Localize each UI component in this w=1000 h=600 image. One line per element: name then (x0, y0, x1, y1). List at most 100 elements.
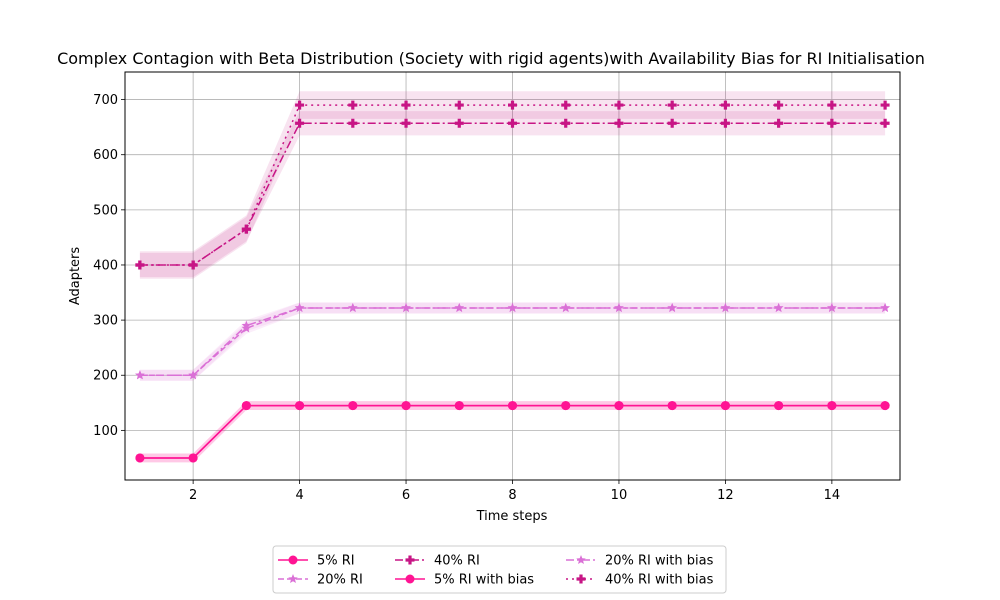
data-point (720, 401, 730, 411)
series-markers (135, 100, 890, 463)
data-point (880, 100, 890, 110)
data-point (560, 302, 571, 313)
data-point (774, 401, 784, 411)
data-point (773, 302, 784, 313)
data-point (774, 100, 784, 110)
series-band (139, 91, 886, 279)
legend-label: 5% RI with bias (434, 573, 534, 588)
series-band (139, 111, 886, 278)
data-point (508, 100, 517, 110)
chart-title: Complex Contagion with Beta Distribution… (57, 49, 925, 68)
data-point (880, 118, 890, 128)
data-point (827, 118, 837, 128)
legend-marker (405, 555, 415, 565)
data-point (827, 401, 837, 411)
data-point (667, 100, 677, 110)
series-band (139, 302, 886, 381)
x-tick-label: 6 (402, 488, 410, 503)
legend-frame (272, 545, 727, 594)
data-point (454, 401, 464, 411)
data-point (135, 370, 145, 380)
data-point (667, 118, 677, 128)
data-point (507, 302, 518, 313)
series-line (139, 104, 886, 266)
legend: 5% RI 20% RI 40% RI 5% RI with bias 20% RI w… (272, 545, 727, 594)
data-point (401, 100, 411, 110)
y-tick-label: 700 (93, 93, 118, 108)
x-axis-label: Time steps (476, 509, 548, 524)
x-tick-label: 10 (611, 488, 628, 503)
series-band (139, 401, 886, 463)
data-point (614, 118, 624, 128)
data-point (348, 100, 358, 110)
legend-label: 5% RI (317, 554, 355, 569)
axis-ticks: 2 4 6 8 10 12 14 100 200 300 400 500 600 700 (93, 93, 840, 503)
data-point (508, 401, 517, 411)
data-point (454, 118, 464, 128)
data-point (454, 100, 464, 110)
y-axis-label: Adapters (68, 247, 83, 306)
legend-label: 20% RI with bias (605, 554, 714, 569)
data-point (667, 401, 677, 411)
legend-marker (405, 574, 415, 584)
data-point (294, 302, 305, 313)
y-tick-label: 400 (93, 258, 118, 273)
data-point (454, 302, 465, 313)
legend-label: 40% RI with bias (605, 573, 714, 588)
x-tick-label: 14 (824, 488, 841, 503)
y-tick-label: 600 (93, 148, 118, 163)
data-point (827, 100, 837, 110)
data-point (241, 401, 251, 411)
x-tick-label: 12 (717, 488, 734, 503)
data-point (667, 302, 677, 313)
data-point (295, 100, 305, 110)
data-point (561, 401, 571, 411)
legend-marker (288, 574, 298, 584)
data-point (241, 320, 252, 330)
data-point (188, 260, 198, 270)
series-band (139, 401, 886, 463)
y-tick-label: 100 (93, 424, 118, 439)
series-lines (139, 104, 886, 459)
data-point (880, 401, 890, 411)
data-point (241, 323, 252, 333)
legend-label: 40% RI (434, 554, 480, 569)
data-point (614, 401, 624, 411)
data-point (401, 118, 411, 128)
data-point (295, 118, 305, 128)
data-point (720, 118, 730, 128)
data-point (348, 401, 358, 411)
x-tick-label: 2 (189, 488, 197, 503)
data-point (774, 118, 784, 128)
legend-marker (576, 574, 586, 584)
y-tick-label: 500 (93, 203, 118, 218)
confidence-bands (139, 91, 886, 463)
data-point (614, 100, 624, 110)
legend-marker (576, 555, 586, 565)
data-point (135, 260, 145, 270)
x-tick-label: 8 (508, 488, 516, 503)
data-point (188, 453, 198, 463)
data-point (401, 302, 411, 313)
data-point (720, 302, 731, 313)
data-point (561, 100, 571, 110)
x-tick-label: 4 (295, 488, 303, 503)
legend-label: 20% RI (317, 573, 363, 588)
data-point (614, 302, 624, 313)
data-point (295, 401, 305, 411)
series-band (139, 302, 886, 381)
data-point (135, 453, 145, 463)
data-point (561, 118, 571, 128)
y-tick-label: 300 (93, 314, 118, 329)
data-point (348, 302, 358, 313)
series-line (139, 307, 886, 376)
data-point (241, 224, 251, 234)
y-tick-label: 200 (93, 369, 118, 384)
data-point (827, 302, 837, 313)
legend-marker (288, 555, 298, 565)
data-point (188, 370, 198, 380)
data-point (880, 302, 890, 313)
data-point (348, 118, 358, 128)
data-point (508, 118, 517, 128)
